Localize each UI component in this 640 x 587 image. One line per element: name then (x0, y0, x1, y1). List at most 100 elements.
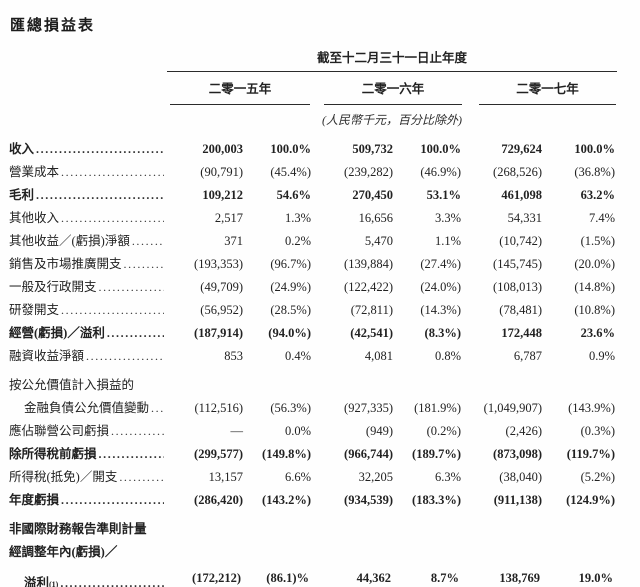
pct-2016: (189.7%) (412, 447, 461, 461)
pct-2016: (46.9%) (420, 165, 461, 179)
value-2016: (139,884) (344, 257, 393, 271)
value-2016: (42,541) (350, 326, 393, 340)
year-2017-header: 二零一七年 (479, 72, 617, 105)
row-non-ifrs-measure-heading: 非國際財務報告準則計量 (9, 511, 617, 540)
row-revenue: 收入 200,003 100.0% 509,732 100.0% 729,624… (9, 137, 617, 160)
row-rd-expenses: 研發開支 (56,952) (28.5%) (72,811) (14.3%) (… (9, 298, 617, 321)
value-2015: (187,914) (194, 326, 243, 340)
value-2017: (268,526) (493, 165, 542, 179)
value-2015: (112,516) (194, 401, 244, 415)
row-label: 其他收益／(虧損)淨額 (9, 234, 130, 248)
value-2015: 200,003 (202, 142, 243, 156)
dot-leader (36, 184, 164, 206)
value-2017: (78,481) (499, 303, 542, 317)
row-adjusted-profit: 溢利(1) (172,212) (86.1)% 44,362 8.7% 138,… (9, 563, 617, 587)
dot-leader (124, 253, 164, 275)
row-share-of-associates-losses: 應佔聯營公司虧損 — 0.0% (949) (0.2%) (2,426) (0.… (9, 419, 617, 442)
row-label: 年度虧損 (9, 493, 60, 507)
value-2016: (966,744) (344, 447, 393, 461)
dot-leader (60, 572, 164, 587)
dot-leader (111, 420, 164, 442)
row-label: 融資收益淨額 (9, 349, 85, 363)
pct-2015: (86.1)% (256, 567, 311, 587)
pct-2017: 0.9% (588, 349, 616, 363)
pct-2015: (28.5%) (270, 303, 311, 317)
row-label: 應佔聯營公司虧損 (9, 424, 110, 438)
value-2015: 109,212 (202, 188, 243, 202)
row-loss-before-income-tax: 除所得稅前虧損 (299,577) (149.8%) (966,744) (18… (9, 442, 617, 465)
value-2015: 13,157 (208, 470, 243, 484)
dot-leader (151, 397, 164, 419)
row-adjusted-loss-line: 經調整年內(虧損)／ (9, 540, 617, 563)
row-label: 非國際財務報告準則計量 (9, 522, 147, 536)
dot-leader (36, 138, 164, 160)
pct-2016: (24.0%) (420, 280, 461, 294)
pct-2016: (181.9%) (414, 401, 461, 415)
row-selling-marketing-expenses: 銷售及市場推廣開支 (193,353) (96.7%) (139,884) (2… (9, 252, 617, 275)
row-general-admin-expenses: 一般及行政開支 (49,709) (24.9%) (122,422) (24.0… (9, 275, 617, 298)
pct-2017: (143.9%) (568, 401, 616, 415)
dot-leader (99, 443, 164, 465)
row-label: 除所得稅前虧損 (9, 447, 97, 461)
value-2015: — (230, 424, 244, 438)
value-2016: 5,470 (364, 234, 393, 248)
pct-2016: (0.2%) (426, 424, 461, 438)
value-2017: (145,745) (493, 257, 542, 271)
pct-2017: (10.8%) (574, 303, 616, 317)
value-2015: (49,709) (200, 280, 243, 294)
value-2016: (122,422) (344, 280, 393, 294)
pct-2016: 6.3% (434, 470, 461, 484)
value-2015: (193,353) (194, 257, 243, 271)
row-label: 收入 (9, 142, 35, 156)
value-2017: 729,624 (501, 142, 542, 156)
pct-2017: 63.2% (580, 188, 616, 202)
value-2015: (299,577) (194, 447, 243, 461)
dot-leader (132, 230, 164, 252)
pct-2016: 3.3% (434, 211, 461, 225)
row-label: 經營(虧損)／溢利 (9, 326, 105, 340)
pct-2016: 53.1% (426, 188, 461, 202)
row-label: 按公允價值計入損益的 (9, 378, 135, 392)
value-2016: (72,811) (350, 303, 393, 317)
row-cost-of-sales: 營業成本 (90,791) (45.4%) (239,282) (46.9%) … (9, 160, 617, 183)
row-operating-loss-profit: 經營(虧損)／溢利 (187,914) (94.0%) (42,541) (8.… (9, 321, 617, 344)
dot-leader (61, 299, 164, 321)
value-2017: 54,331 (507, 211, 542, 225)
pct-2015: (24.9%) (270, 280, 311, 294)
value-2015: (286,420) (194, 493, 243, 507)
value-2016: (239,282) (344, 165, 393, 179)
row-label: 銷售及市場推廣開支 (9, 257, 122, 271)
pct-2015: (45.4%) (270, 165, 311, 179)
income-statement-table: 截至十二月三十一日止年度 二零一五年 二零一六年 二零一七年 (人民幣千元，百分… (9, 47, 618, 587)
pct-2015: 0.4% (284, 349, 311, 363)
row-label: 溢利 (24, 576, 50, 587)
pct-2016: (27.4%) (420, 257, 461, 271)
value-2015: 2,517 (214, 211, 243, 225)
value-2017: 461,098 (501, 188, 542, 202)
pct-2015: (56.3%) (270, 401, 311, 415)
value-2016: (927,335) (344, 401, 393, 415)
value-2017: (10,742) (499, 234, 542, 248)
value-2016: 270,450 (352, 188, 393, 202)
pct-2017: 19.0% (555, 567, 615, 587)
pct-2017: (5.2%) (580, 470, 616, 484)
year-2016-header: 二零一六年 (324, 72, 462, 105)
pct-2017: (119.7%) (566, 447, 616, 461)
row-loss-for-the-year: 年度虧損 (286,420) (143.2%) (934,539) (183.3… (9, 488, 617, 511)
period-header: 截至十二月三十一日止年度 (167, 47, 618, 72)
value-2017: (108,013) (493, 280, 542, 294)
pct-2016: 100.0% (420, 142, 461, 156)
pct-2015: (149.8%) (262, 447, 311, 461)
value-2016: 4,081 (364, 349, 393, 363)
unit-note-row: (人民幣千元，百分比除外) (9, 105, 617, 137)
value-2015: 853 (224, 349, 243, 363)
value-2017: (911,138) (493, 493, 542, 507)
dot-leader (61, 489, 164, 511)
pct-2015: 0.0% (284, 424, 311, 438)
pct-2017: 7.4% (588, 211, 616, 225)
value-2016: (934,539) (344, 493, 393, 507)
row-other-income: 其他收入 2,517 1.3% 16,656 3.3% 54,331 7.4% (9, 206, 617, 229)
dot-leader (61, 161, 164, 183)
pct-2017: (124.9%) (566, 493, 616, 507)
value-2015: 371 (224, 234, 243, 248)
